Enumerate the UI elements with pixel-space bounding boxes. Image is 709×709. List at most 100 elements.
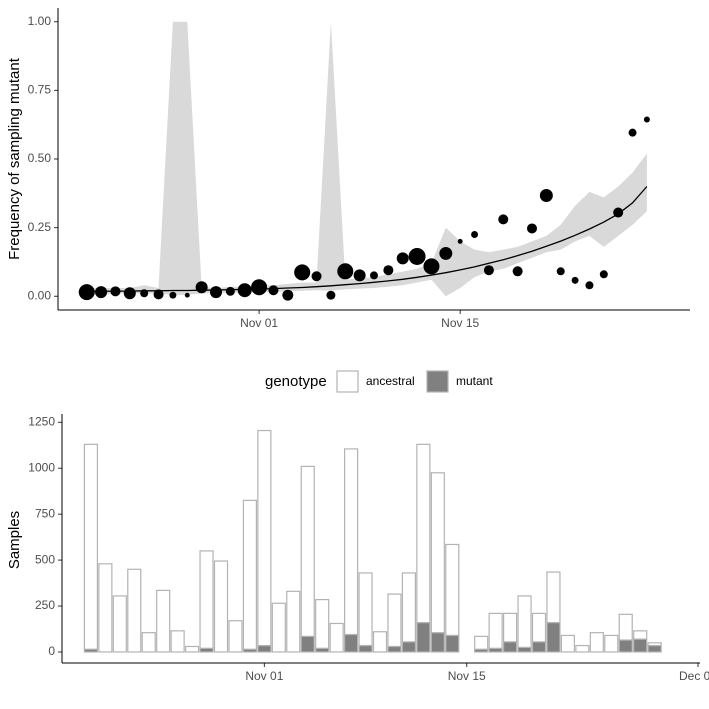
point: [140, 289, 149, 298]
bar-segment: [430, 632, 445, 653]
bar-segment: [633, 638, 648, 653]
y-tick-label: 1000: [28, 460, 55, 474]
bar-segment: [228, 620, 243, 653]
bar-segment: [343, 448, 359, 636]
point: [370, 271, 378, 280]
bar-segment: [647, 644, 662, 653]
bar-segment: [589, 632, 604, 653]
point: [282, 289, 294, 301]
y-axis-title: Frequency of sampling mutant: [6, 57, 23, 260]
bar-segment: [618, 639, 633, 653]
bar-segment: [242, 499, 258, 650]
bar-segment: [604, 634, 619, 653]
point: [527, 223, 537, 234]
bar-segment: [575, 644, 590, 653]
bar-segment: [416, 621, 431, 653]
point: [613, 207, 624, 218]
bar-segment: [387, 593, 402, 648]
bar-segment: [531, 641, 547, 653]
bar-segment: [170, 630, 185, 653]
point: [423, 258, 440, 275]
legend-title: genotype: [265, 373, 327, 390]
y-tick-label: 1.00: [28, 14, 52, 28]
y-tick-label: 0.00: [28, 288, 52, 302]
point: [512, 266, 523, 277]
bar-segment: [213, 560, 229, 653]
bar-segment: [358, 644, 373, 653]
legend-label: mutant: [456, 374, 493, 388]
bar-segment: [546, 621, 561, 653]
legend-label: ancestral: [366, 374, 415, 388]
bar-segment: [372, 631, 388, 653]
point: [471, 231, 479, 238]
x-tick-label: Nov 01: [245, 669, 283, 683]
bar-segment: [315, 599, 330, 649]
x-tick-label: Dec 01: [679, 669, 709, 683]
y-tick-label: 0.75: [28, 83, 52, 97]
bar-segment: [257, 429, 272, 647]
fit-line: [86, 186, 648, 292]
point: [225, 286, 235, 296]
point: [628, 128, 637, 137]
point: [95, 286, 108, 299]
point: [457, 238, 463, 244]
point: [268, 285, 279, 296]
bar-segment: [300, 465, 315, 637]
point: [483, 265, 494, 276]
bar-segment: [141, 632, 156, 653]
bar-segment: [488, 612, 503, 649]
bar-segment: [387, 645, 402, 653]
point: [383, 265, 394, 276]
bar-segment: [445, 634, 460, 653]
point: [439, 246, 453, 260]
y-tick-label: 0.50: [28, 151, 52, 165]
point: [396, 252, 409, 265]
y-tick-label: 0.25: [28, 220, 52, 234]
bar-segment: [517, 646, 532, 653]
bar-segment: [112, 595, 127, 653]
bar-segment: [358, 572, 373, 647]
point: [599, 270, 608, 279]
point: [337, 263, 354, 280]
y-tick-label: 750: [35, 506, 55, 520]
y-axis-title: Samples: [6, 511, 23, 569]
bar-segment: [401, 641, 417, 653]
bar-segment: [647, 642, 662, 647]
point: [556, 267, 565, 276]
point: [539, 189, 553, 202]
point: [326, 290, 336, 300]
y-tick-label: 1250: [28, 414, 55, 428]
point: [585, 281, 594, 290]
bar-segment: [83, 443, 99, 650]
legend-swatch: [426, 370, 449, 393]
legend-swatch: [336, 370, 359, 393]
bar-segment: [127, 568, 142, 653]
bar-segment: [401, 572, 417, 643]
bar-segment: [343, 633, 359, 653]
point: [78, 284, 95, 301]
bar-segment: [618, 613, 633, 641]
bar-segment: [445, 543, 460, 637]
bar-segment: [199, 550, 214, 649]
y-tick-label: 250: [35, 598, 55, 612]
bar-segment: [633, 630, 648, 640]
bar-segment: [474, 635, 489, 650]
x-tick-label: Nov 01: [240, 316, 278, 330]
point: [169, 291, 177, 299]
bar-segment: [98, 563, 113, 653]
y-tick-label: 500: [35, 552, 55, 566]
bar-segment: [502, 612, 518, 643]
point: [237, 283, 252, 298]
bar-segment: [300, 635, 315, 653]
point: [353, 269, 366, 282]
bar-segment: [560, 634, 576, 653]
point: [294, 264, 311, 281]
point: [498, 214, 509, 225]
bar-segment: [156, 589, 171, 653]
point: [110, 286, 121, 297]
bar-segment: [271, 602, 286, 653]
bar-segment: [329, 622, 344, 653]
point: [195, 281, 208, 294]
point: [643, 116, 650, 123]
